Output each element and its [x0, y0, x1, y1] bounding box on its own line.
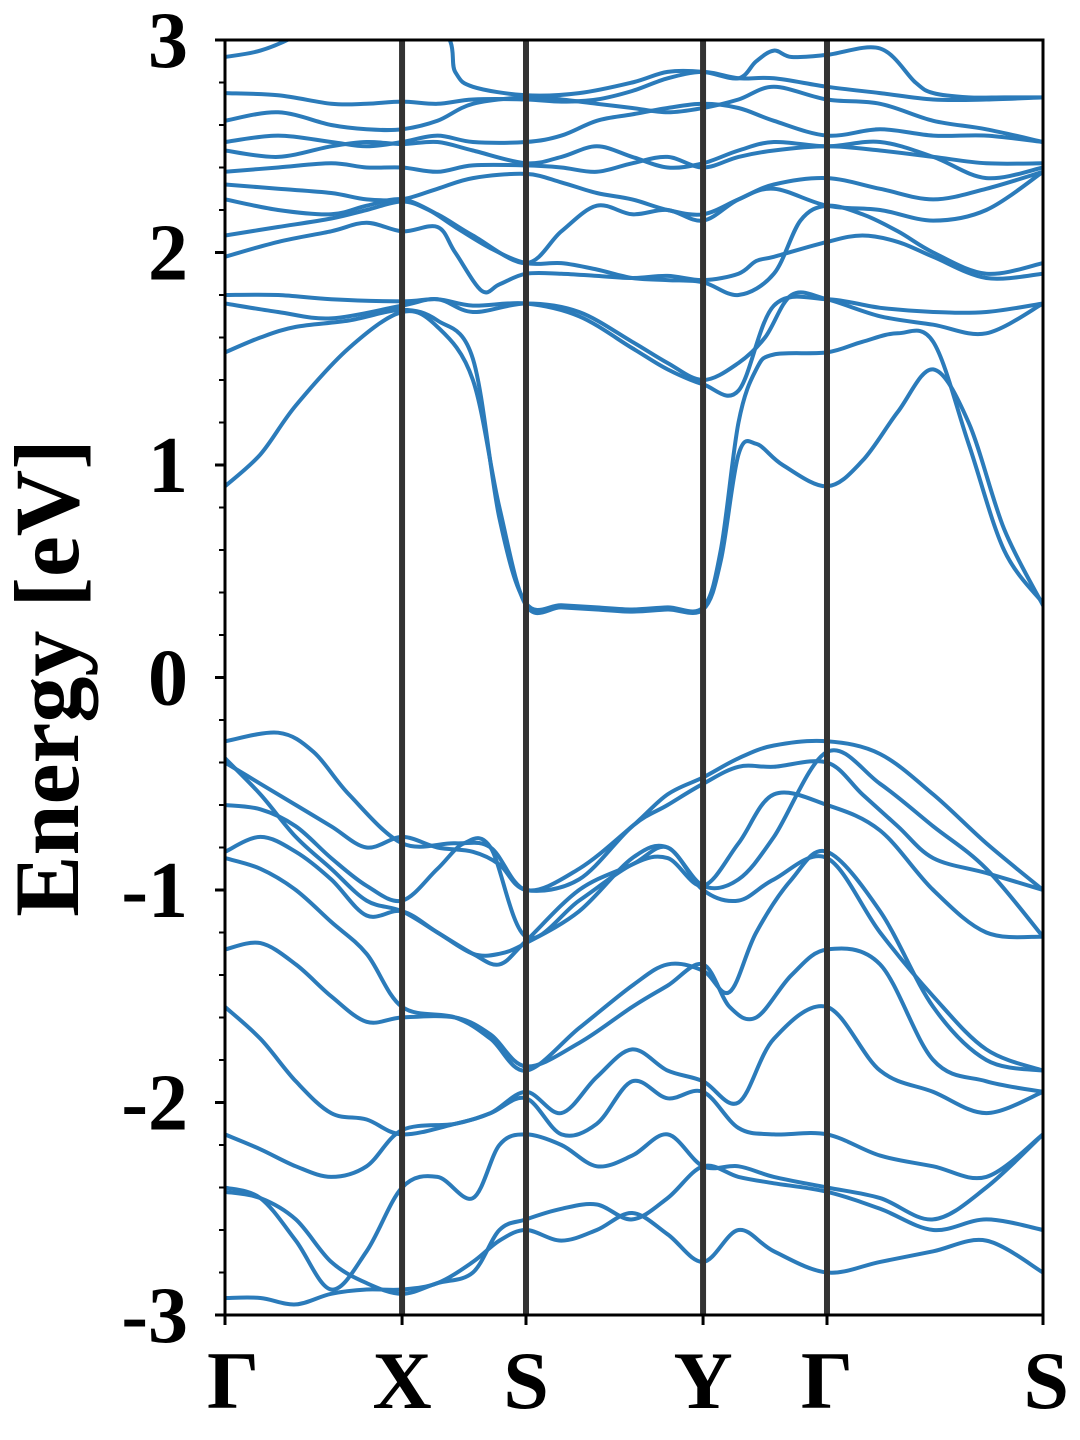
band-line-15 [225, 730, 1043, 893]
k-point-label-1: Γ [207, 1335, 259, 1426]
k-point-label-4: Y [673, 1335, 732, 1426]
band-line-20 [225, 848, 1043, 1073]
band-line-16 [225, 759, 1043, 893]
k-point-label-6: S [1023, 1335, 1069, 1426]
y-tick-label-2: -2 [121, 1060, 188, 1148]
band-line-23 [225, 1078, 1043, 1181]
band-line-12 [225, 84, 1043, 144]
band-line-25 [225, 1163, 1043, 1296]
band-line-19 [225, 834, 1043, 1073]
band-line-2 [225, 307, 1043, 614]
band-line-26 [225, 1211, 1043, 1307]
k-point-label-2: X [372, 1335, 431, 1426]
band-line-7 [225, 169, 1043, 266]
y-tick-label-5: 1 [148, 422, 188, 510]
k-point-lines [399, 40, 830, 1315]
band-line-4 [225, 290, 1043, 382]
y-tick-label-6: 2 [148, 210, 188, 298]
k-point-label-3: S [503, 1335, 549, 1426]
band-line-13 [225, 69, 1043, 107]
y-tick-label-3: -1 [121, 847, 188, 935]
band-line-1 [225, 309, 1043, 616]
bands-layer [225, 40, 1043, 1307]
band-line-3 [225, 292, 1043, 398]
band-line-9 [225, 144, 1043, 174]
y-axis-label: Energy [eV] [0, 439, 98, 917]
band-line-6 [225, 199, 1043, 298]
band-line-22 [225, 1004, 1043, 1137]
y-tick-label-1: -3 [121, 1272, 188, 1360]
band-line-18 [225, 790, 1043, 941]
y-tick-label-4: 0 [148, 635, 188, 723]
y-tick-label-7: 3 [148, 0, 188, 85]
band-line-21 [225, 940, 1043, 1094]
axis-ticks [215, 38, 1045, 1325]
band-line-17 [225, 748, 1043, 958]
band-line-11 [225, 101, 1043, 149]
band-line-24 [225, 1132, 1043, 1292]
band-line-14 [225, 40, 1043, 100]
plot-frame [223, 38, 1045, 1317]
band-line-5 [225, 220, 1043, 295]
band-line-10 [225, 139, 1043, 181]
band-line-8 [225, 169, 1043, 217]
k-point-label-5: Γ [801, 1335, 853, 1426]
